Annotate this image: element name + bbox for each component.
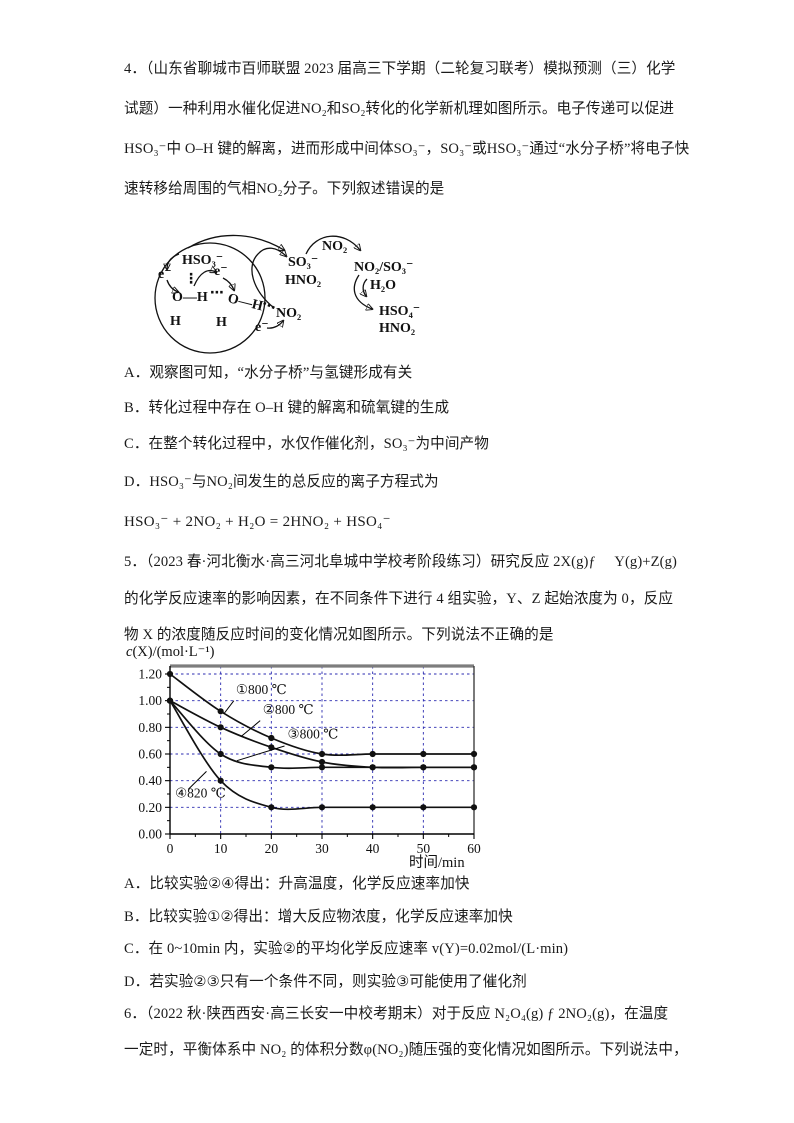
arrow-e-to-o-right xyxy=(222,277,234,290)
chart-annotation-label: ①800 ℃ xyxy=(236,682,287,697)
chart-data-point xyxy=(420,804,427,811)
q4-option-b: B．转化过程中存在 O–H 键的解离和硫氧键的生成 xyxy=(124,400,450,416)
label-h-2: H xyxy=(216,315,227,330)
chart-annotation-leader xyxy=(187,770,207,790)
chart-tick-label-x: 10 xyxy=(214,841,228,856)
chart-tick-label-x: 20 xyxy=(265,841,279,856)
q5-option-d: D．若实验②③只有一个条件不同，则实验③可能使用了催化剂 xyxy=(124,974,527,990)
chart-data-point xyxy=(470,764,478,771)
label-hso3: HSO₃⁻ xyxy=(182,253,223,268)
label-no2so3: NO₂/SO₃⁻ xyxy=(354,260,413,275)
chart-data-point xyxy=(420,750,427,758)
chart-data-point xyxy=(217,750,224,758)
chart-data-point xyxy=(369,764,376,771)
chart-data-point xyxy=(369,750,376,758)
arrow-to-hso4 xyxy=(353,274,372,309)
q4-intro-line-4: 速转移给周围的气相NO₂分子。下列叙述错误的是 xyxy=(124,181,445,197)
q4-mechanism-diagram: HSO₃⁻ ⋮ e⁻ e⁻ O—H ⋯ O—H H H ⋯ NO₂ e⁻ SO₃… xyxy=(154,234,420,354)
q4-option-d: D．HSO₃⁻与NO₂间发生的总反应的离子方程式为 xyxy=(124,474,439,490)
q5-option-c: C．在 0~10min 内，实验②的平均化学反应速率 v(Y)=0.02mol/… xyxy=(124,941,569,957)
q5-intro-line-1: 5．（2023 春·河北衡水·高三河北阜城中学校考阶段练习）研究反应 2X(g)… xyxy=(124,554,677,570)
chart-data-point xyxy=(217,724,224,731)
q5-intro-line-2: 的化学反应速率的影响因素，在不同条件下进行 4 组实验，Y、Z 起始浓度为 0，… xyxy=(124,591,674,607)
electron-transfer-arrow-s xyxy=(251,247,286,309)
label-hno2-a: HNO₂ xyxy=(285,273,321,288)
q4-intro-line-2: 试题）一种利用水催化促进NO₂和SO₂转化的化学新机理如图所示。电子传递可以促进 xyxy=(124,101,675,117)
chart-tick-label-y: 1.00 xyxy=(138,693,162,708)
q4-ionic-equation: HSO₃⁻ + 2NO₂ + H₂O = 2HNO₂ + HSO₄⁻ xyxy=(124,514,391,530)
arrow-e-to-no2 xyxy=(266,321,283,329)
label-electron-3: e⁻ xyxy=(255,320,269,335)
chart-annotation-label: ②800 ℃ xyxy=(263,702,314,717)
arrow-e-to-o-left xyxy=(166,279,178,292)
chart-data-point xyxy=(369,804,376,811)
hbond-dots-no2: ⋯ xyxy=(259,297,278,317)
chart-data-point xyxy=(268,734,275,742)
chart-tick-label-x: 0 xyxy=(167,841,174,856)
chart-annotation-label: ④820 ℃ xyxy=(175,785,226,800)
label-electron-1: e⁻ xyxy=(158,267,172,282)
chart-tick-label-x: 60 xyxy=(467,841,481,856)
chart-xlabel: 时间/min xyxy=(409,854,465,871)
q4-intro-line-3: HSO₃⁻中 O–H 键的解离，进而形成中间体SO₃⁻，SO₃⁻或HSO₃⁻通过… xyxy=(124,141,690,157)
q5-option-b: B．比较实验①②得出：增大反应物浓度，化学反应速率加快 xyxy=(124,909,513,925)
label-no2-a: NO₂ xyxy=(276,306,301,321)
water-cluster-circle xyxy=(154,242,266,354)
label-oh-right: O—H xyxy=(226,291,264,314)
chart-data-point xyxy=(470,804,478,811)
label-no2-top: NO₂ xyxy=(322,239,347,254)
label-so3: SO₃⁻ xyxy=(288,255,318,270)
chart-annotation-leader xyxy=(240,720,261,738)
arrow-to-e-right xyxy=(193,271,216,287)
label-hno2-b: HNO₂ xyxy=(379,321,415,336)
chart-tick-label-y: 0.00 xyxy=(138,827,162,842)
chart-ylabel: c(X)/(mol·L⁻¹) xyxy=(126,644,215,660)
chart-data-point xyxy=(318,804,326,811)
q4-option-c: C．在整个转化过程中，水仅作催化剂，SO₃⁻为中间产物 xyxy=(124,436,489,452)
hbond-dots-middle: ⋯ xyxy=(210,286,224,301)
chart-tick-label-x: 50 xyxy=(417,841,431,856)
chart-tick-label-y: 0.80 xyxy=(138,720,162,735)
chart-annotation-label: ③800 ℃ xyxy=(288,727,339,742)
chart-data-point xyxy=(268,764,275,771)
chart-data-point xyxy=(318,758,326,766)
electron-transfer-arrow-top xyxy=(187,234,284,250)
chart-data-point xyxy=(217,708,224,715)
label-h-1: H xyxy=(170,314,181,329)
chart-data-point xyxy=(318,750,326,758)
q4-intro-line-1: 4．（山东省聊城市百师联盟 2023 届高三下学期（二轮复习联考）模拟预测（三）… xyxy=(124,61,676,77)
q5-concentration-time-chart: 0 10 20 30 40 50 60 0.00 0.20 0.40 0.60 0.80 1.00 1.2… xyxy=(126,644,481,871)
chart-annotation-leader xyxy=(223,700,235,715)
chart-tick-label-x: 40 xyxy=(366,841,380,856)
chart-data-point xyxy=(420,764,427,771)
q4-option-a: A．观察图可知，“水分子桥”与氢键形成有关 xyxy=(124,365,413,381)
q6-intro-line-2: 一定时，平衡体系中 NO₂ 的体积分数φ(NO₂)随压强的变化情况如图所示。下列… xyxy=(124,1042,688,1058)
arrow-h2o-add xyxy=(363,278,367,296)
chart-tick-label-x: 30 xyxy=(315,841,329,856)
hbond-dots-vertical: ⋮ xyxy=(184,272,198,287)
chart-tick-label-y: 0.40 xyxy=(138,773,162,788)
label-electron-2: e⁻ xyxy=(214,264,228,279)
chart-data-point xyxy=(470,750,478,758)
q5-intro-line-3: 物 X 的浓度随反应时间的变化情况如图所示。下列说法不正确的是 xyxy=(124,627,554,643)
chart-data-point xyxy=(268,744,275,751)
chart-data-point xyxy=(166,670,174,678)
label-h2o: H₂O xyxy=(370,278,396,293)
q5-option-a: A．比较实验②④得出：升高温度，化学反应速率加快 xyxy=(124,876,470,892)
label-oh-left: O—H xyxy=(172,290,208,305)
arrow-so3-to-no2so3 xyxy=(305,235,360,255)
chart-annotation-leader xyxy=(236,745,285,762)
label-hso4: HSO₄⁻ xyxy=(379,304,420,319)
chart-data-point xyxy=(166,697,174,704)
arrow-hso3-to-e xyxy=(167,253,180,269)
chart-data-point xyxy=(318,764,326,771)
chart-data-point xyxy=(217,777,224,784)
chart-tick-label-y: 0.20 xyxy=(138,800,162,815)
q6-intro-line-1: 6．（2022 秋·陕西西安·高三长安一中校考期末）对于反应 N₂O₄(g) ƒ… xyxy=(124,1006,669,1022)
chart-data-point xyxy=(268,804,275,811)
chart-tick-label-y: 1.20 xyxy=(138,667,162,682)
chart-tick-label-y: 0.60 xyxy=(138,747,162,762)
